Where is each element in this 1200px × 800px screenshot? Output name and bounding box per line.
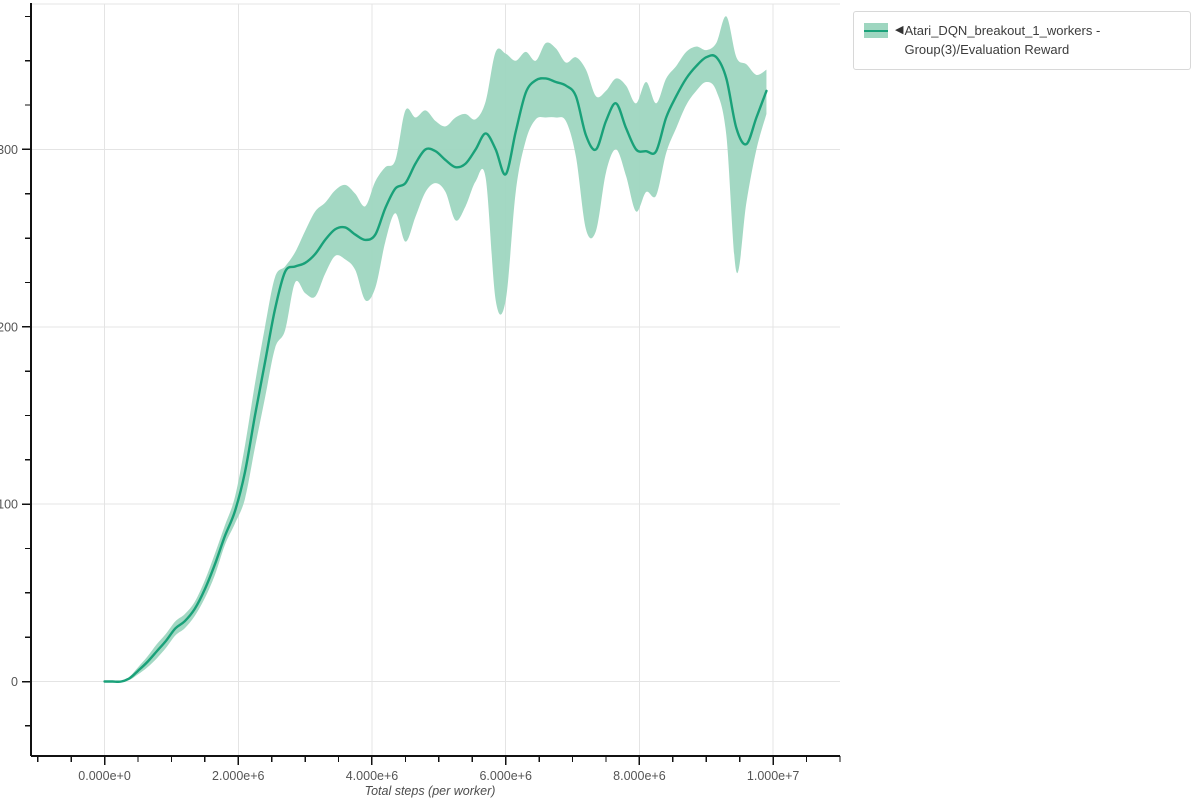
chart-legend[interactable]: ◀ Atari_DQN_breakout_1_workers - Group(3… xyxy=(853,11,1191,70)
tick-label-layer: 0 100 200 300 0.000e+0 2.000e+6 4.000e+6 6.000e… xyxy=(0,143,799,783)
x-tick-label: 1.000e+7 xyxy=(747,769,800,783)
series-mean-line xyxy=(103,54,768,683)
y-tick-label: 0 xyxy=(11,675,18,689)
left-triangle-icon: ◀ xyxy=(895,24,904,36)
confidence-band xyxy=(104,16,767,682)
x-tick-label: 4.000e+6 xyxy=(346,769,399,783)
x-axis-title: Total steps (per worker) xyxy=(365,784,496,798)
x-tick-label: 8.000e+6 xyxy=(613,769,666,783)
series-color-swatch xyxy=(864,23,888,38)
x-tick-label: 2.000e+6 xyxy=(212,769,265,783)
y-tick-label: 300 xyxy=(0,143,18,157)
y-tick-label: 200 xyxy=(0,320,18,334)
axis-layer xyxy=(22,3,841,765)
legend-entry[interactable]: ◀ Atari_DQN_breakout_1_workers - Group(3… xyxy=(864,21,1182,59)
y-tick-label: 100 xyxy=(0,498,18,512)
grid-layer xyxy=(31,3,840,756)
x-tick-label: 6.000e+6 xyxy=(479,769,532,783)
series-line xyxy=(103,54,768,683)
x-tick-label: 0.000e+0 xyxy=(78,769,131,783)
legend-entry-label: Atari_DQN_breakout_1_workers - Group(3)/… xyxy=(904,23,1101,57)
series-confidence-band xyxy=(104,16,767,682)
